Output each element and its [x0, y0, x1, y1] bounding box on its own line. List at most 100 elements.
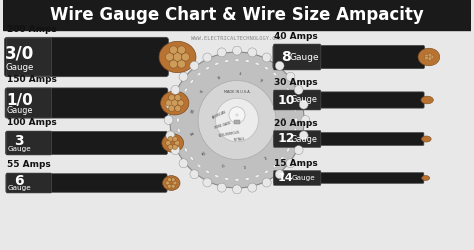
- Circle shape: [248, 183, 256, 192]
- Circle shape: [170, 52, 304, 188]
- Circle shape: [167, 178, 172, 182]
- Circle shape: [179, 159, 188, 168]
- Text: 12: 12: [277, 132, 294, 145]
- Text: 2: 2: [264, 156, 269, 161]
- Text: 40 Amps: 40 Amps: [274, 32, 318, 41]
- Ellipse shape: [421, 136, 431, 142]
- Circle shape: [286, 72, 295, 81]
- Text: 6: 6: [260, 76, 264, 81]
- Circle shape: [165, 100, 172, 106]
- Ellipse shape: [177, 118, 179, 122]
- Circle shape: [170, 60, 178, 68]
- Ellipse shape: [294, 108, 296, 112]
- Circle shape: [248, 48, 256, 57]
- Circle shape: [178, 100, 184, 106]
- Text: 8: 8: [281, 50, 291, 64]
- Circle shape: [175, 140, 180, 145]
- Text: MADE IN U.S.A.: MADE IN U.S.A.: [224, 90, 250, 94]
- Text: NON-FERROUS: NON-FERROUS: [218, 130, 240, 138]
- Text: 11: 11: [188, 131, 193, 137]
- Circle shape: [166, 100, 175, 109]
- Text: 9: 9: [197, 87, 202, 92]
- Ellipse shape: [235, 178, 239, 181]
- Text: Gauge: Gauge: [292, 175, 316, 181]
- Bar: [7, 46, 166, 68]
- Ellipse shape: [281, 80, 284, 84]
- FancyBboxPatch shape: [273, 46, 425, 68]
- Circle shape: [275, 61, 284, 70]
- Text: Gauge: Gauge: [289, 52, 319, 62]
- FancyBboxPatch shape: [4, 37, 168, 77]
- FancyBboxPatch shape: [6, 132, 167, 154]
- Text: METALS: METALS: [233, 138, 245, 142]
- Circle shape: [218, 183, 226, 192]
- FancyBboxPatch shape: [273, 173, 424, 183]
- Bar: [7, 43, 166, 71]
- Circle shape: [173, 144, 177, 150]
- Ellipse shape: [235, 59, 239, 62]
- Ellipse shape: [190, 80, 193, 84]
- Text: 15 Amps: 15 Amps: [274, 158, 318, 168]
- Ellipse shape: [273, 164, 277, 168]
- Circle shape: [164, 116, 173, 124]
- Circle shape: [190, 170, 199, 179]
- Circle shape: [178, 46, 185, 54]
- Text: 10: 10: [187, 108, 192, 114]
- Circle shape: [428, 57, 432, 60]
- Text: 20 Amps: 20 Amps: [274, 118, 318, 128]
- Text: Wire Gauge Chart & Wire Size Ampacity: Wire Gauge Chart & Wire Size Ampacity: [50, 6, 424, 24]
- Ellipse shape: [197, 72, 201, 76]
- Circle shape: [169, 94, 175, 101]
- Circle shape: [175, 94, 181, 101]
- Circle shape: [294, 146, 303, 154]
- Bar: [234, 120, 240, 124]
- Ellipse shape: [294, 128, 296, 132]
- FancyBboxPatch shape: [6, 173, 52, 193]
- Text: 1/0: 1/0: [6, 93, 33, 108]
- Circle shape: [262, 178, 271, 187]
- Ellipse shape: [161, 91, 189, 115]
- Ellipse shape: [184, 88, 187, 92]
- Circle shape: [173, 181, 177, 185]
- Circle shape: [165, 140, 171, 145]
- Circle shape: [178, 60, 185, 68]
- Ellipse shape: [273, 72, 277, 76]
- Bar: [7, 178, 166, 188]
- Text: 30 Amps: 30 Amps: [274, 78, 318, 87]
- Circle shape: [167, 184, 172, 188]
- Text: 0: 0: [220, 164, 224, 169]
- Text: 4: 4: [283, 116, 287, 119]
- Text: 8: 8: [216, 73, 220, 78]
- Circle shape: [275, 170, 284, 179]
- FancyBboxPatch shape: [273, 92, 424, 108]
- Text: Gauge: Gauge: [291, 134, 318, 143]
- Ellipse shape: [184, 148, 187, 152]
- Bar: [7, 40, 166, 74]
- Ellipse shape: [180, 138, 183, 142]
- Circle shape: [166, 131, 175, 140]
- FancyBboxPatch shape: [273, 130, 321, 148]
- Circle shape: [173, 136, 177, 141]
- Text: Gauge: Gauge: [8, 146, 31, 152]
- FancyBboxPatch shape: [273, 170, 321, 186]
- Bar: [7, 133, 166, 153]
- FancyBboxPatch shape: [273, 90, 321, 110]
- Text: 5: 5: [276, 93, 281, 97]
- Text: 55 Amps: 55 Amps: [7, 160, 51, 169]
- Text: 6: 6: [15, 174, 24, 188]
- Circle shape: [198, 80, 276, 160]
- Circle shape: [218, 48, 226, 57]
- Circle shape: [262, 53, 271, 62]
- Ellipse shape: [215, 175, 219, 178]
- Ellipse shape: [190, 156, 193, 160]
- Ellipse shape: [180, 98, 183, 102]
- Ellipse shape: [264, 66, 269, 70]
- Text: 100 Amps: 100 Amps: [7, 118, 57, 127]
- Ellipse shape: [178, 128, 180, 132]
- Circle shape: [190, 61, 199, 70]
- Circle shape: [172, 100, 178, 106]
- Circle shape: [171, 86, 180, 94]
- Circle shape: [229, 107, 245, 123]
- Circle shape: [170, 46, 178, 54]
- Circle shape: [425, 54, 428, 58]
